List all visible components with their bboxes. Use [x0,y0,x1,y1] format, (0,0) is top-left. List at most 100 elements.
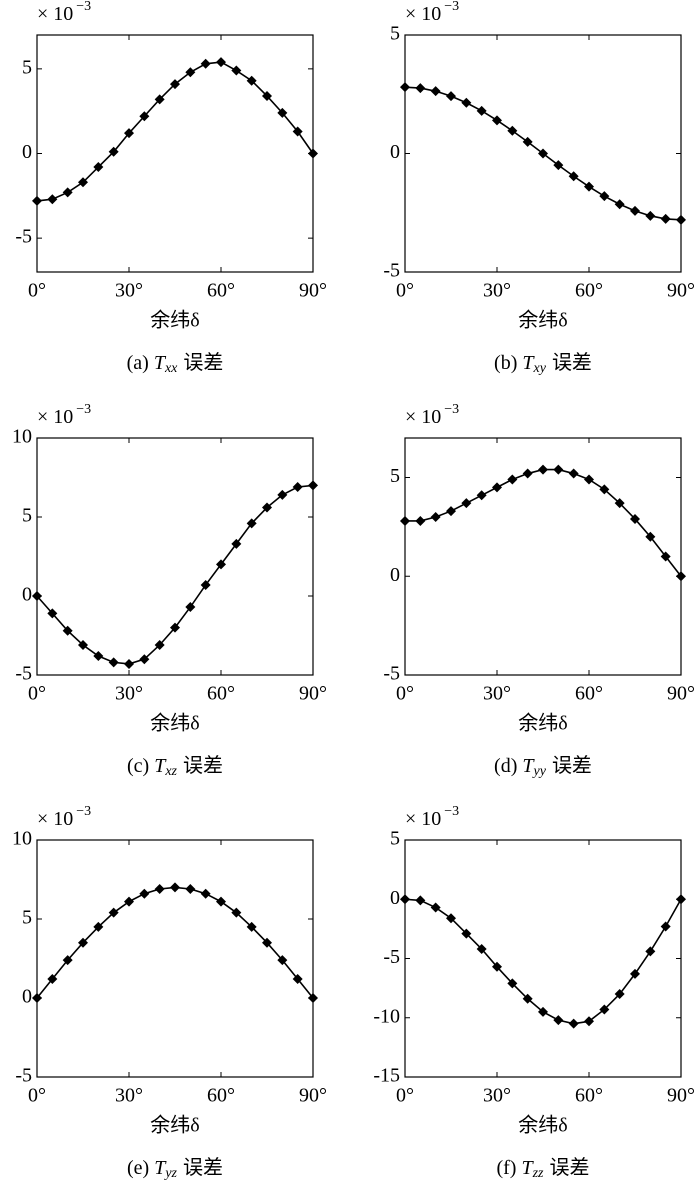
data-marker [32,993,42,1003]
data-marker [154,883,165,894]
data-marker [492,482,502,493]
data-marker [538,464,548,475]
data-marker [584,181,594,192]
caption-subscript: xy [533,361,547,376]
y-tick-label: 0 [390,564,400,586]
caption-subscript: yy [532,764,547,779]
data-marker [231,907,242,918]
data-marker [231,65,242,76]
data-marker [599,484,610,495]
data-line [36,484,314,665]
data-marker [676,894,686,905]
data-marker [430,902,441,913]
x-tick-label: 30° [483,1085,511,1107]
y-tick-label: 5 [390,465,400,487]
x-tick-label: 0° [396,280,414,302]
data-marker [400,515,410,526]
data-marker [62,187,73,198]
data-marker [553,160,564,171]
x-tick-label: 30° [483,683,511,705]
x-tick-label: 90° [667,1085,695,1107]
data-marker [47,194,58,205]
y-tick-label: 0 [22,986,32,1008]
multiplier-base: × 10 [405,3,441,25]
x-tick-label: 60° [575,1085,603,1107]
y-tick-label: 0 [22,141,32,163]
data-marker [277,489,288,500]
y-tick-label: -5 [383,663,400,685]
data-marker [676,571,686,582]
data-marker [200,888,211,899]
x-axis-label: 余纬δ [518,309,567,332]
data-marker [568,1018,579,1029]
caption-label: (e) [127,1157,149,1179]
data-marker [568,468,579,479]
x-tick-label: 30° [115,280,143,302]
data-marker [47,974,58,985]
data-marker [200,579,211,590]
plot-frame [404,437,682,676]
plot-frame [404,839,682,1078]
data-marker [630,968,640,979]
data-marker [660,213,671,224]
x-tick-label: 0° [396,683,414,705]
y-tick-label: -5 [383,946,400,968]
data-marker [614,989,625,1000]
x-tick-label: 90° [299,1085,327,1107]
caption-suffix: 误差 [550,1156,590,1179]
x-tick-label: 0° [28,683,46,705]
data-marker [584,1016,594,1027]
caption-suffix: 误差 [183,1156,223,1179]
x-tick-label: 60° [575,683,603,705]
multiplier-base: × 10 [405,808,441,830]
data-marker [262,937,272,948]
x-axis-label: 余纬δ [150,309,199,332]
data-marker [645,210,656,221]
caption-label: (b) [494,352,517,374]
x-tick-label: 90° [667,280,695,302]
data-marker [292,481,303,492]
y-multiplier: × 10 −3 [37,804,91,829]
y-tick-label: -5 [15,226,32,248]
caption-label: (a) [127,352,149,374]
y-tick-label: -10 [373,1005,400,1027]
data-marker [185,883,196,894]
y-tick-label: -15 [373,1065,400,1087]
data-marker [292,974,303,985]
data-marker [246,518,257,529]
data-marker [108,657,119,668]
data-marker [246,921,257,932]
caption-symbol: T [522,352,535,374]
x-tick-label: 30° [115,1085,143,1107]
data-marker [461,97,472,108]
multiplier-exponent: −3 [444,402,459,417]
caption-suffix: 误差 [552,754,592,777]
data-marker [584,474,594,485]
y-tick-label: 5 [390,23,400,45]
x-tick-label: 60° [575,280,603,302]
multiplier-base: × 10 [37,808,73,830]
x-axis-label: 余纬δ [518,1114,567,1137]
caption-subscript: zz [532,1166,544,1181]
multiplier-base: × 10 [405,406,441,428]
data-marker [277,107,288,118]
data-marker [262,502,272,513]
data-marker [507,978,518,989]
data-line [405,468,682,577]
data-marker [400,82,410,93]
data-marker [599,1004,610,1015]
caption: (b) Txy 误差 [494,351,592,377]
y-tick-label: -5 [383,260,400,282]
data-marker [108,146,119,157]
data-marker [154,639,165,650]
data-marker [476,105,487,116]
x-axis-label: 余纬δ [150,712,199,735]
data-marker [415,515,426,526]
data-marker [154,94,165,105]
x-tick-label: 0° [396,1085,414,1107]
data-marker [139,888,150,899]
caption-label: (c) [127,755,149,777]
data-marker [246,75,257,86]
caption: (a) Txx 误差 [127,351,224,377]
data-marker [446,91,456,102]
